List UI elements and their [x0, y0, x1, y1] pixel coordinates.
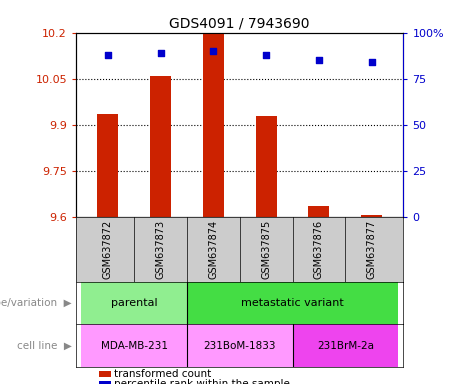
- Bar: [81, 282, 187, 324]
- Text: GSM637877: GSM637877: [366, 220, 377, 279]
- Text: GSM637876: GSM637876: [314, 220, 324, 279]
- Bar: [97, 114, 118, 217]
- Point: [157, 50, 164, 56]
- Bar: [203, 34, 224, 217]
- Text: percentile rank within the sample: percentile rank within the sample: [114, 379, 290, 384]
- Text: parental: parental: [111, 298, 158, 308]
- Text: genotype/variation  ▶: genotype/variation ▶: [0, 298, 71, 308]
- Text: 231BoM-1833: 231BoM-1833: [203, 341, 276, 351]
- Bar: [308, 206, 330, 217]
- Text: GSM637874: GSM637874: [208, 220, 219, 279]
- Text: cell line  ▶: cell line ▶: [17, 341, 71, 351]
- Text: 231BrM-2a: 231BrM-2a: [317, 341, 374, 351]
- Point: [368, 59, 375, 65]
- Text: metastatic variant: metastatic variant: [241, 298, 344, 308]
- Bar: [255, 116, 277, 217]
- Text: GSM637872: GSM637872: [103, 220, 113, 279]
- Point: [262, 52, 270, 58]
- Point: [315, 57, 323, 63]
- Bar: [187, 324, 293, 367]
- Point: [210, 48, 217, 54]
- Title: GDS4091 / 7943690: GDS4091 / 7943690: [170, 16, 310, 30]
- Bar: [187, 282, 398, 324]
- Bar: [293, 324, 398, 367]
- Bar: [361, 215, 382, 217]
- Text: GSM637873: GSM637873: [155, 220, 165, 279]
- Text: transformed count: transformed count: [114, 369, 211, 379]
- Bar: [81, 324, 187, 367]
- Text: MDA-MB-231: MDA-MB-231: [100, 341, 168, 351]
- Text: GSM637875: GSM637875: [261, 220, 271, 279]
- Bar: [150, 76, 171, 217]
- Point: [104, 52, 112, 58]
